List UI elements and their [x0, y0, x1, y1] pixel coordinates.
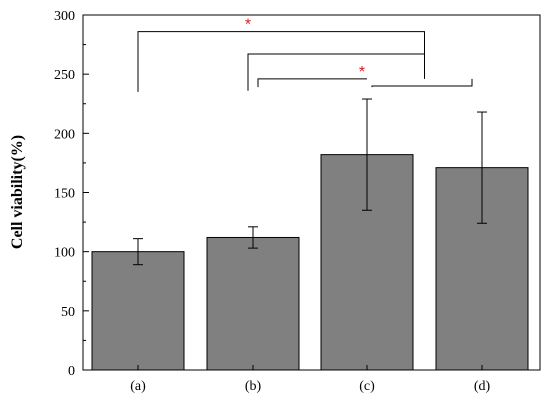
y-axis: 0 50 100 150 200 250 300 — [54, 9, 89, 379]
y-tick-label-4: 200 — [54, 127, 75, 142]
y-tick-label-5: 250 — [54, 68, 75, 83]
significance-bracket-3 — [371, 78, 473, 88]
significance-bracket-0 — [137, 31, 425, 92]
significance-bracket-1 — [247, 53, 425, 91]
significance-star-0: * — [245, 17, 251, 34]
x-tick-label-1: (b) — [245, 379, 262, 394]
significance-star-2: * — [359, 64, 365, 81]
y-axis-label: Cell viability(%) — [9, 135, 26, 249]
significance-brackets-group: ** — [137, 17, 473, 92]
y-tick-label-1: 50 — [61, 305, 75, 320]
significance-bracket-2 — [257, 78, 367, 88]
x-axis: (a) (b) (c) (d) — [130, 365, 490, 394]
y-tick-label-0: 0 — [68, 364, 75, 379]
x-tick-label-2: (c) — [359, 379, 375, 394]
bar-1 — [206, 236, 300, 371]
error-bars-group — [133, 98, 487, 266]
bar-0 — [91, 251, 185, 371]
y-tick-label-3: 150 — [54, 187, 75, 202]
bars-group — [91, 154, 529, 371]
x-tick-label-0: (a) — [130, 379, 146, 394]
y-tick-label-2: 100 — [54, 246, 75, 261]
y-tick-label-6: 300 — [54, 9, 75, 24]
x-tick-label-3: (d) — [474, 379, 491, 394]
